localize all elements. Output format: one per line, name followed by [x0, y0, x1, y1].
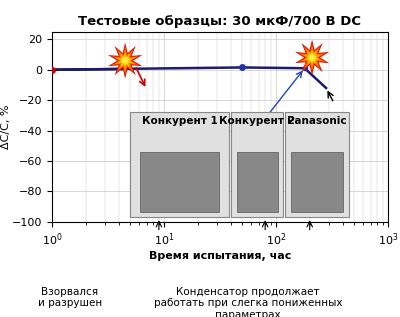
Polygon shape: [111, 46, 139, 75]
Polygon shape: [295, 40, 329, 75]
Polygon shape: [114, 49, 136, 72]
Text: Конденсатор продолжает
работать при слегка пониженных
параметрах: Конденсатор продолжает работать при слег…: [154, 287, 342, 317]
Text: Конкурент 1: Конкурент 1: [142, 116, 218, 126]
Polygon shape: [108, 42, 142, 79]
Polygon shape: [120, 55, 130, 66]
Y-axis label: ΔC/C, %: ΔC/C, %: [0, 105, 10, 149]
Polygon shape: [301, 46, 323, 69]
Text: Взорвался
и разрушен: Взорвался и разрушен: [38, 287, 102, 308]
Polygon shape: [298, 43, 326, 72]
Title: Тестовые образцы: 30 мкФ/700 В DC: Тестовые образцы: 30 мкФ/700 В DC: [78, 15, 362, 28]
X-axis label: Время испытания, час: Время испытания, час: [149, 251, 291, 261]
Polygon shape: [117, 52, 133, 69]
Text: Panasonic: Panasonic: [287, 116, 347, 126]
Text: Конкурент 2: Конкурент 2: [219, 116, 295, 126]
Polygon shape: [304, 49, 320, 66]
Polygon shape: [307, 53, 317, 62]
